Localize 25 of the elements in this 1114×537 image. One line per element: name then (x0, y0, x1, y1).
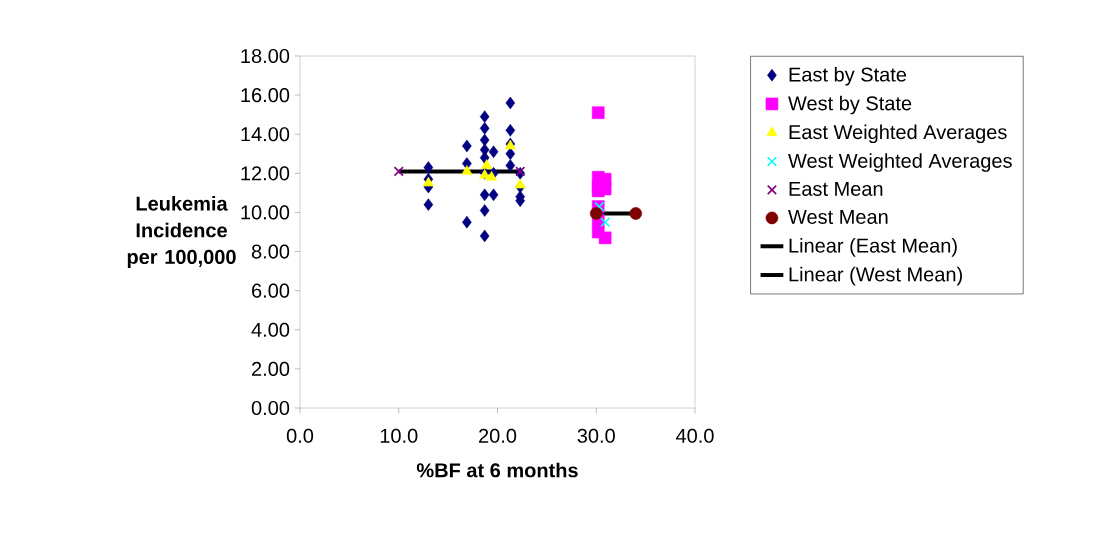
x-axis-title: %BF at 6 months (416, 462, 578, 478)
y-tick-label: 12.00 (241, 166, 290, 181)
legend-label: Linear (West Mean) (789, 266, 962, 286)
legend-label: West by State (788, 95, 912, 115)
legend-label: East Mean (789, 181, 883, 196)
x-tick-label: 30.0 (577, 428, 615, 443)
legend-label: Linear (East Mean) (789, 238, 957, 257)
legend-label: East by State (789, 66, 907, 86)
y-tick-label: 0.00 (251, 400, 290, 416)
y-tick-label: 4.00 (251, 322, 290, 337)
legend-label: East Weighted Averages (789, 124, 1007, 144)
y-tick-label: 6.00 (252, 283, 290, 298)
legend-label: West Weighted Averages (788, 153, 1012, 172)
legend-label: West Mean (788, 210, 888, 224)
y-tick-label: 2.00 (252, 361, 290, 376)
x-tick-label: 20.0 (479, 428, 517, 443)
y-tick-label: 10.00 (241, 205, 290, 220)
y-tick-label: 14.00 (241, 127, 290, 142)
x-tick-label: 40.0 (676, 428, 714, 443)
y-tick-label: 8.00 (251, 244, 290, 259)
y-axis-title: Leukemia Incidence per 100,000 (127, 196, 236, 268)
y-tick-label: 16.00 (241, 88, 290, 103)
x-tick-label: 10.0 (380, 428, 418, 443)
y-tick-label: 18.00 (241, 48, 290, 64)
x-tick-label: 0.0 (286, 428, 314, 443)
